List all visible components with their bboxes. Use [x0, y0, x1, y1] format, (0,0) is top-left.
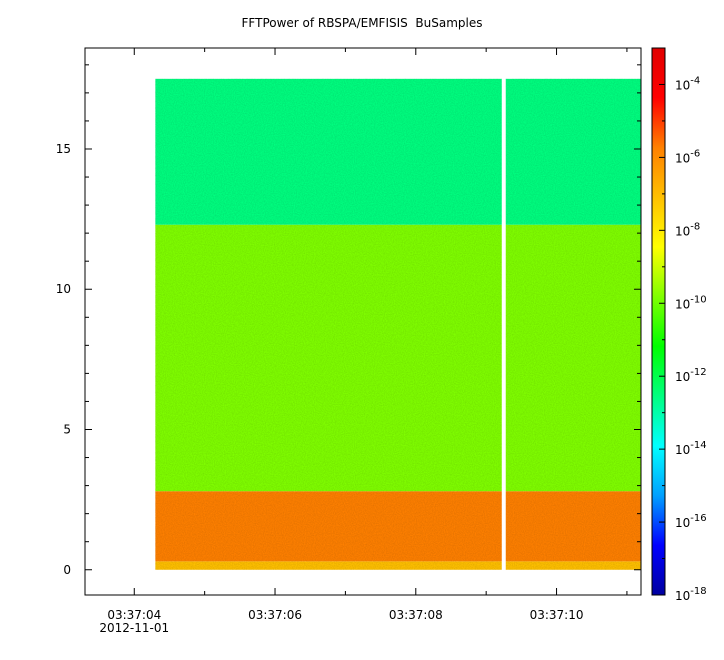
- plot-frame: [84, 47, 642, 596]
- colorbar-tick-label: 10-6: [675, 148, 700, 165]
- y-tick-label: 10: [56, 282, 71, 296]
- colorbar-frame: [651, 47, 666, 596]
- colorbar-tick-label: 10-4: [675, 75, 700, 92]
- data-gap: [501, 77, 506, 571]
- colorbar-tick-label: 10-18: [675, 586, 707, 603]
- y-tick-label: 5: [63, 422, 71, 436]
- colorbar-gradient: [652, 48, 665, 595]
- colorbar: 10-4 10-6 10-8 10-10 10-12 10-14 10-16 10-18: [651, 47, 707, 603]
- colorbar-tick-label: 10-12: [675, 367, 707, 384]
- spectrogram-noise: [155, 78, 641, 570]
- x-date-label: 2012-11-01: [99, 621, 169, 635]
- x-tick-label: 03:37:04: [107, 608, 161, 622]
- y-tick-label: 0: [63, 563, 71, 577]
- colorbar-tick-label: 10-14: [675, 440, 707, 457]
- colorbar-tick-label: 10-16: [675, 513, 707, 530]
- colorbar-tick-label: 10-10: [675, 294, 707, 311]
- y-axis: 0 5 10 15: [56, 64, 641, 577]
- x-tick-label: 03:37:10: [530, 608, 584, 622]
- colorbar-tick-label: 10-8: [675, 221, 700, 238]
- y-tick-label: 15: [56, 142, 71, 156]
- plot-area: [155, 77, 641, 571]
- x-tick-label: 03:37:08: [389, 608, 443, 622]
- x-tick-label: 03:37:06: [248, 608, 302, 622]
- chart-title: FFTPower of RBSPA/EMFISIS BuSamples: [241, 16, 483, 30]
- x-axis: 03:37:04 03:37:06 03:37:08 03:37:10 2012-11-…: [99, 48, 628, 635]
